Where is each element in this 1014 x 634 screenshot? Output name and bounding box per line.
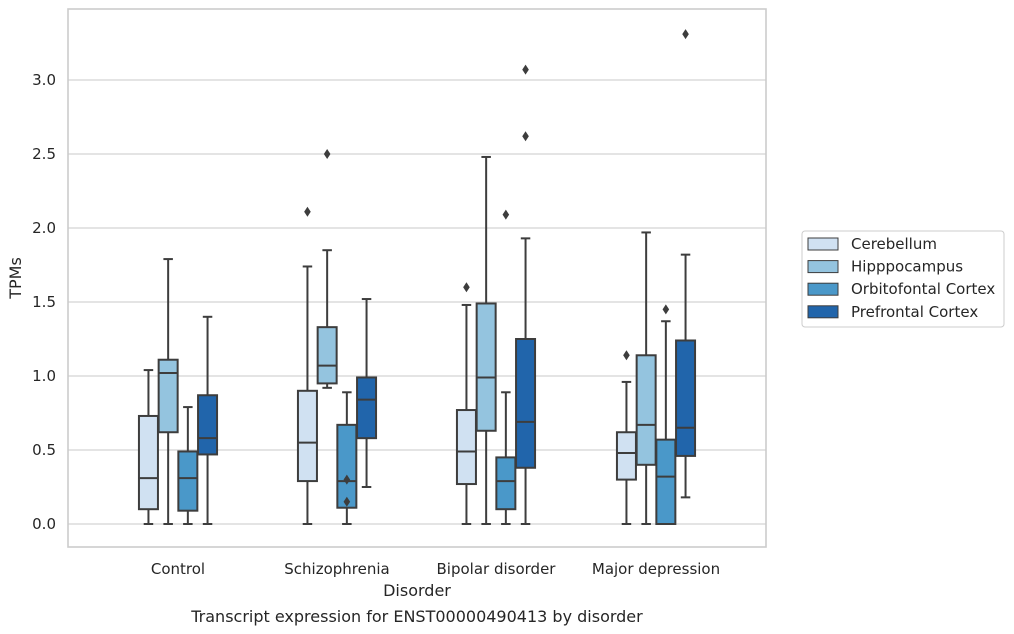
box-hipppocampus-0 <box>157 258 179 525</box>
box-cerebellum-1 <box>296 206 318 525</box>
y-tick-label: 2.5 <box>32 145 56 163</box>
box-body <box>177 450 199 512</box>
outlier-point <box>323 149 331 159</box>
box-body <box>615 431 637 481</box>
box-prefrontal-cortex-3 <box>675 29 697 499</box>
outlier-point <box>343 496 351 507</box>
box-orbitofontal-cortex-0 <box>177 406 199 525</box>
outlier-point <box>623 350 630 361</box>
legend-entry-label: Hipppocampus <box>851 258 963 276</box>
y-tick-label: 0.0 <box>32 515 56 533</box>
outlier-point <box>502 209 510 220</box>
box-hipppocampus-3 <box>635 231 657 525</box>
box-prefrontal-cortex-2 <box>515 64 537 525</box>
box-orbitofontal-cortex-2 <box>495 209 517 525</box>
x-tick-label: Major depression <box>592 560 720 578</box>
box-body <box>635 354 657 466</box>
y-tick-label: 0.5 <box>32 441 56 459</box>
x-axis-label: Disorder <box>383 581 451 600</box>
legend-swatch <box>807 305 839 319</box>
box-body <box>515 338 537 469</box>
legend-entry-label: Cerebellum <box>851 235 937 253</box>
outlier-point <box>343 474 351 485</box>
box-body <box>675 339 697 457</box>
y-tick-label: 3.0 <box>32 71 56 89</box>
legend-swatch <box>807 282 839 296</box>
legend-swatch <box>807 260 839 274</box>
gridlines <box>68 79 766 525</box>
y-tick-label: 2.0 <box>32 219 56 237</box>
box-body <box>157 358 179 434</box>
plot-area-frame <box>67 8 767 548</box>
legend-entry-label: Orbitofontal Cortex <box>851 280 995 298</box>
box-body <box>356 376 378 440</box>
y-tick-label: 1.5 <box>32 293 56 311</box>
legend-swatch <box>807 237 839 251</box>
box-cerebellum-0 <box>137 369 159 525</box>
outlier-point <box>522 64 529 75</box>
box-cerebellum-2 <box>455 282 477 525</box>
box-body <box>495 456 517 511</box>
box-series <box>137 29 697 526</box>
outlier-point <box>662 304 670 315</box>
x-tick-label: Control <box>151 560 205 578</box>
outlier-point <box>463 282 470 293</box>
x-tick-label: Bipolar disorder <box>437 560 557 578</box>
legend-frame <box>801 230 1005 328</box>
legend-entry-label: Prefrontal Cortex <box>851 303 978 321</box>
outlier-point <box>522 131 529 142</box>
box-body <box>455 409 477 486</box>
box-orbitofontal-cortex-1 <box>336 391 358 525</box>
chart-caption: Transcript expression for ENST0000049041… <box>190 607 643 626</box>
y-axis-ticks: 0.0 0.5 1.0 1.5 2.0 2.5 3.0 <box>32 71 56 533</box>
box-body <box>197 394 219 456</box>
x-tick-label: Schizophrenia <box>284 560 389 578</box>
box-body <box>655 438 677 526</box>
box-body <box>316 326 338 385</box>
box-prefrontal-cortex-1 <box>356 298 378 488</box>
box-body <box>137 414 159 511</box>
box-hipppocampus-2 <box>475 155 497 525</box>
x-axis-ticks: Control Schizophrenia Bipolar disorder Majo… <box>151 560 720 578</box>
box-body <box>296 389 318 483</box>
box-body <box>336 423 358 509</box>
box-hipppocampus-1 <box>316 149 338 389</box>
box-body <box>475 302 497 432</box>
legend: Cerebellum Hipppocampus Orbitofontal Corte… <box>801 230 1005 328</box>
box-orbitofontal-cortex-3 <box>655 304 677 526</box>
box-cerebellum-3 <box>615 350 637 525</box>
outlier-point <box>304 206 311 217</box>
outlier-point <box>682 29 689 40</box>
y-axis-label: TPMs <box>6 257 25 300</box>
y-tick-label: 1.0 <box>32 367 56 385</box>
box-prefrontal-cortex-0 <box>197 315 219 525</box>
